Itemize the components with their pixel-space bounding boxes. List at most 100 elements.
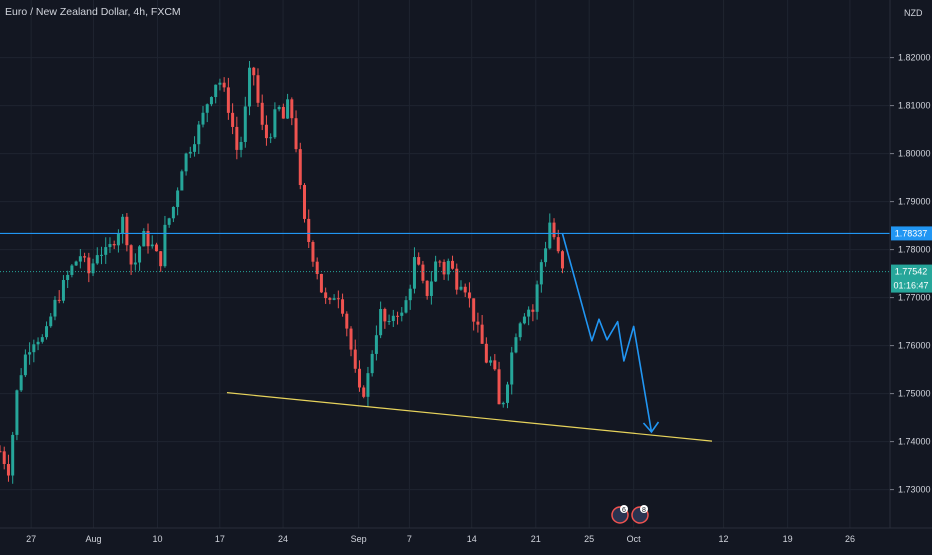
candle-body	[387, 321, 391, 323]
candle-body	[218, 82, 222, 85]
event-badge-dot	[640, 505, 648, 513]
candle-body	[277, 106, 281, 110]
candle-body	[2, 451, 6, 465]
candle-body	[74, 261, 78, 266]
candle-body	[248, 67, 252, 107]
x-tick-label: 12	[719, 534, 729, 544]
candle-body	[95, 255, 99, 264]
candle-body	[87, 257, 91, 274]
candle-body	[451, 260, 455, 269]
candle-body	[535, 284, 539, 312]
candle-body	[311, 241, 315, 262]
candle-body	[256, 75, 260, 103]
candle-body	[556, 237, 560, 252]
candle-body	[273, 109, 277, 138]
candle-body	[510, 352, 514, 385]
event-badge-count: 8	[642, 507, 646, 514]
candle-body	[476, 321, 480, 325]
candle-body	[239, 141, 243, 150]
candle-body	[133, 262, 137, 265]
resistance-price-text: 1.78337	[895, 228, 928, 238]
candle-body	[40, 337, 44, 342]
candle-body	[539, 262, 543, 285]
candle-body	[83, 256, 87, 258]
candle-body	[32, 344, 36, 353]
candle-body	[560, 251, 564, 269]
event-badge[interactable]: 6	[611, 505, 629, 524]
y-tick-label: 1.75000	[898, 389, 931, 399]
candle-body	[522, 316, 526, 324]
candle-body	[180, 171, 184, 191]
candle-body	[214, 84, 218, 98]
candle-body	[315, 261, 319, 274]
candle-body	[366, 373, 370, 397]
candle-body	[222, 82, 226, 88]
y-tick-label: 1.76000	[898, 341, 931, 351]
candle-body	[353, 349, 357, 369]
candle-body	[307, 218, 311, 242]
forecast-arrowhead	[642, 421, 660, 434]
candle-body	[552, 222, 556, 238]
candle-body	[11, 434, 15, 476]
candle-body	[412, 257, 416, 289]
x-tick-label: 25	[584, 534, 594, 544]
x-tick-label: Aug	[85, 534, 101, 544]
candle-body	[531, 309, 535, 312]
x-tick-label: 21	[531, 534, 541, 544]
candle-body	[112, 244, 116, 246]
candle-body	[480, 324, 484, 344]
y-tick-label: 1.74000	[898, 437, 931, 447]
y-tick-label: 1.78000	[898, 245, 931, 255]
candle-body	[497, 369, 501, 405]
candle-body	[281, 106, 285, 119]
candle-body	[154, 244, 158, 252]
candle-body	[438, 261, 442, 263]
candle-body	[49, 316, 53, 327]
x-tick-label: 24	[278, 534, 288, 544]
candle-body	[298, 149, 302, 186]
candle-body	[6, 464, 10, 476]
y-tick-label: 1.79000	[898, 197, 931, 207]
currency-label: NZD	[904, 8, 923, 18]
candle-body	[264, 124, 268, 139]
candle-body	[226, 87, 230, 113]
candle-body	[57, 299, 61, 301]
x-tick-label: 27	[26, 534, 36, 544]
candle-body	[125, 216, 129, 246]
candle-body	[341, 299, 345, 314]
grid-lines	[0, 0, 890, 528]
candle-body	[19, 375, 23, 391]
candle-body	[446, 260, 450, 275]
candle-body	[78, 256, 82, 262]
price-axis[interactable]: 1.82000 1.81000 1.80000 1.79000 1.78000 1.770…	[890, 53, 931, 495]
support-trendline	[226, 392, 713, 442]
candle-body	[349, 328, 353, 350]
candle-body	[379, 309, 383, 336]
candle-body	[129, 245, 133, 265]
x-tick-label: 7	[407, 534, 412, 544]
forecast-path	[561, 233, 653, 433]
candle-body	[506, 384, 510, 403]
candle-body	[184, 153, 188, 172]
time-axis[interactable]: 27 Aug 10 17 24 Sep 7 14 21 25 Oct 12 19 26	[26, 534, 855, 544]
x-tick-label: 10	[153, 534, 163, 544]
price-tags: 1.78337 1.77542 01:16:47	[891, 226, 932, 293]
candle-body	[36, 341, 40, 345]
candle-body	[45, 326, 49, 338]
candle-body	[404, 300, 408, 313]
candle-body	[527, 309, 531, 317]
candle-body	[467, 292, 471, 299]
x-tick-label: 14	[467, 534, 477, 544]
last-price-tag	[891, 264, 932, 293]
candle-body	[286, 99, 290, 119]
event-badge-count: 6	[622, 507, 626, 514]
candle-body	[252, 67, 256, 76]
event-badge[interactable]: 8	[631, 505, 649, 524]
candle-body	[429, 281, 433, 296]
candle-body	[53, 299, 57, 317]
candle-body	[91, 263, 95, 274]
